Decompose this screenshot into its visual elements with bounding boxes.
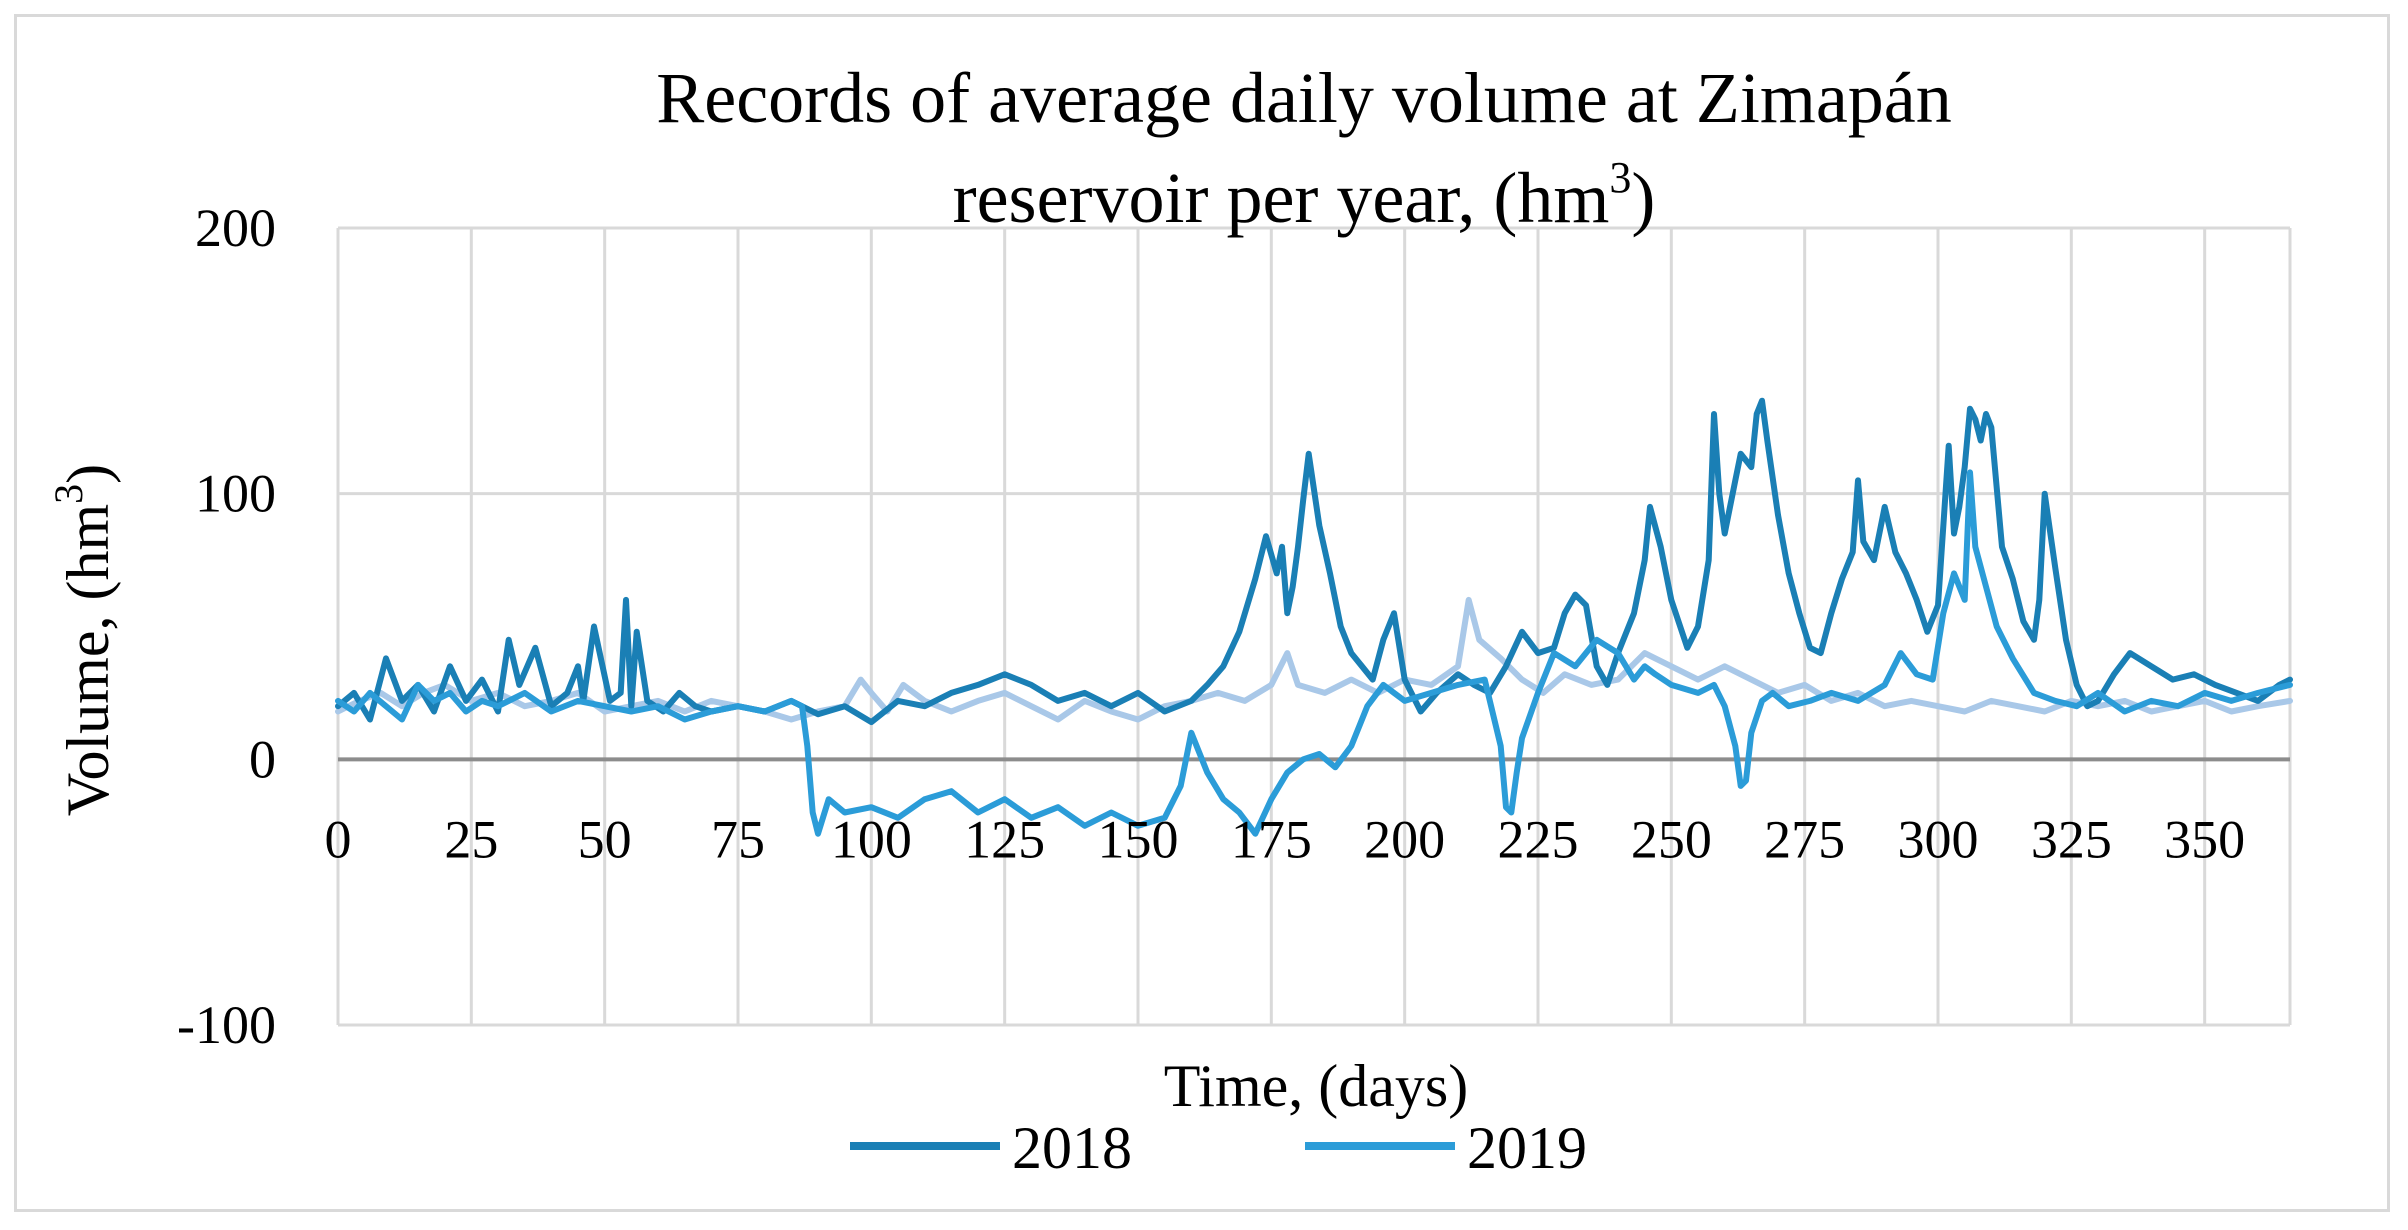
legend-label: 2018 — [1012, 1115, 1132, 1181]
y-axis-label: Volume, (hm3) — [46, 464, 121, 816]
y-tick-label: 100 — [195, 464, 276, 524]
x-tick-label: 325 — [2031, 809, 2112, 869]
chart-title-superscript: 3 — [1609, 153, 1631, 202]
y-axis-ticks: -100 0 100 200 — [177, 198, 276, 1055]
x-tick-label: 75 — [711, 809, 765, 869]
y-tick-label: -100 — [177, 995, 276, 1055]
y-axis-label-superscript: 3 — [46, 484, 91, 504]
x-tick-label: 125 — [964, 809, 1045, 869]
x-tick-label: 50 — [578, 809, 632, 869]
chart-title-line2: reservoir per year, (hm3) — [953, 153, 1656, 238]
series-line-unnamed — [335, 596, 2293, 723]
x-axis-label: Time, (days) — [1164, 1053, 1468, 1119]
gridlines — [336, 226, 2292, 1027]
y-tick-label: 0 — [249, 729, 276, 789]
x-tick-label: 225 — [1498, 809, 1579, 869]
x-tick-label: 275 — [1764, 809, 1845, 869]
x-tick-label: 350 — [2164, 809, 2245, 869]
y-tick-label: 200 — [195, 198, 276, 258]
plot-area — [335, 397, 2293, 837]
chart-title-line1: Records of average daily volume at Zimap… — [656, 58, 1952, 138]
x-tick-label: 100 — [831, 809, 912, 869]
x-tick-label: 0 — [325, 809, 352, 869]
series-line-2018 — [335, 397, 2293, 726]
x-tick-label: 250 — [1631, 809, 1712, 869]
series-line-2019 — [335, 469, 2293, 837]
legend: 2018 2019 — [850, 1115, 1587, 1181]
legend-label: 2019 — [1467, 1115, 1587, 1181]
x-tick-label: 200 — [1364, 809, 1445, 869]
x-tick-label: 300 — [1898, 809, 1979, 869]
x-axis-ticks: 0 25 50 75 100 125 150 175 200 225 250 275 300 325 350 — [325, 809, 2246, 869]
x-tick-label: 175 — [1231, 809, 1312, 869]
x-tick-label: 25 — [444, 809, 498, 869]
x-tick-label: 150 — [1098, 809, 1179, 869]
